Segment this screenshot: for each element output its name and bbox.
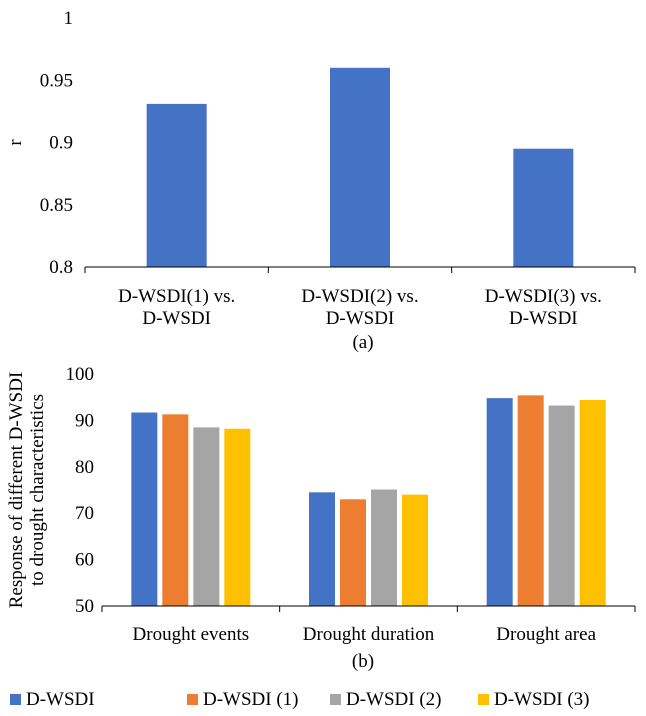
- y-axis-title-a: r: [5, 139, 26, 146]
- bar-a-1: [146, 103, 207, 267]
- y-tick-label-b: 90: [75, 410, 94, 431]
- legend-swatch-4: [478, 694, 489, 705]
- chart-b: 50 60 70 80 90 100 Response of different D-WSD…: [6, 364, 636, 672]
- x-tick-label-a: D-WSDI(3) vs.: [485, 286, 602, 307]
- legend: D-WSDI D-WSDI (1) D-WSDI (2) D-WSDI (3): [10, 689, 590, 710]
- legend-swatch-3: [330, 694, 341, 705]
- x-tick-label-a: D-WSDI: [509, 308, 578, 329]
- y-tick-label-a: 0.95: [40, 70, 73, 91]
- x-tick-label-b: Drought duration: [303, 624, 435, 645]
- bar-b-2-4: [402, 494, 428, 606]
- bar-b-1-1: [131, 412, 158, 606]
- x-tick-label-a: D-WSDI(1) vs.: [118, 286, 235, 307]
- bar-a-2: [330, 67, 390, 267]
- y-axis-title-line-b: to drought characteristics: [27, 394, 48, 586]
- legend-label-1: D-WSDI: [26, 689, 95, 710]
- bar-b-3-2: [517, 395, 544, 606]
- y-axis-title-line-b: Response of different D-WSDI: [6, 372, 27, 609]
- legend-label-2: D-WSDI (1): [203, 689, 299, 710]
- y-tick-label-a: 0.9: [49, 133, 73, 154]
- bar-b-3-3: [548, 405, 575, 606]
- y-tick-label-a: 0.8: [49, 257, 73, 278]
- x-tick-label-a: D-WSDI: [326, 308, 395, 329]
- y-axis-title-b: Response of different D-WSDIto drought c…: [6, 372, 48, 609]
- y-tick-label-b: 60: [75, 550, 94, 571]
- x-tick-label-b: Drought area: [496, 624, 596, 645]
- x-tick-label-a: D-WSDI: [142, 308, 211, 329]
- legend-swatch-1: [10, 694, 21, 705]
- legend-label-4: D-WSDI (3): [494, 689, 590, 710]
- y-tick-label-b: 80: [75, 457, 94, 478]
- panel-label-b: (b): [352, 651, 374, 672]
- bar-b-2-2: [340, 499, 366, 606]
- y-tick-label-b: 50: [75, 596, 94, 617]
- bar-b-3-4: [579, 399, 606, 606]
- x-tick-label-a: D-WSDI(2) vs.: [301, 286, 418, 307]
- legend-swatch-2: [187, 694, 198, 705]
- bar-a-3: [513, 148, 574, 267]
- x-tick-label-b: Drought events: [133, 624, 250, 645]
- bar-b-2-3: [371, 489, 397, 606]
- panel-label-a: (a): [352, 332, 373, 353]
- bar-b-3-1: [486, 398, 513, 606]
- y-tick-label-b: 100: [66, 364, 95, 385]
- y-tick-label-a: 0.85: [40, 195, 73, 216]
- bar-b-2-1: [309, 492, 335, 606]
- bar-b-1-2: [162, 414, 189, 606]
- bar-b-1-3: [193, 427, 220, 606]
- legend-label-3: D-WSDI (2): [346, 689, 442, 710]
- y-tick-label-b: 70: [75, 503, 94, 524]
- bar-b-1-4: [224, 428, 251, 606]
- y-tick-label-a: 1: [64, 8, 74, 29]
